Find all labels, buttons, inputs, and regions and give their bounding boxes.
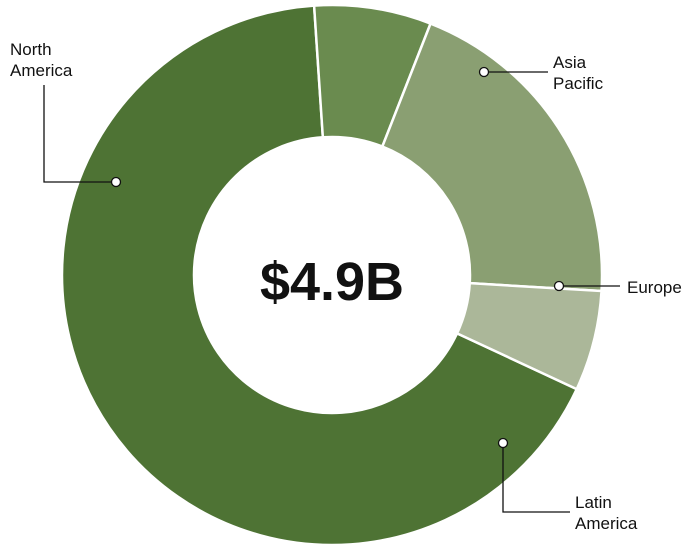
slice-label-europe: Europe [627,278,682,297]
leader-lines [43,66,620,513]
slice-label-north-america: North America [10,40,73,80]
slice-label-latin-america: Latin America [575,493,638,533]
leader-dot-north-america [110,176,122,188]
slice-label-line: Pacific [553,74,604,93]
leader-dot-europe [553,280,565,292]
leader-line-latin-america [502,443,570,513]
leader-line-north-america [43,85,116,183]
slice-latin-america [455,281,603,391]
slices [60,3,604,547]
slice-label-line: Asia [553,53,587,72]
slice-label-line: America [575,514,638,533]
center-total-label: $4.9B [260,252,404,312]
slice-label-line: North [10,40,52,59]
slice-label-line: Latin [575,493,612,512]
leader-dot-latin-america [497,437,509,449]
slice-europe [381,22,604,293]
leader-dot-asia-pacific [478,66,490,78]
slice-north-america [60,4,578,547]
slice-label-line: America [10,61,73,80]
slice-label-line: Europe [627,278,682,297]
slice-label-asia-pacific: Asia Pacific [553,53,604,93]
